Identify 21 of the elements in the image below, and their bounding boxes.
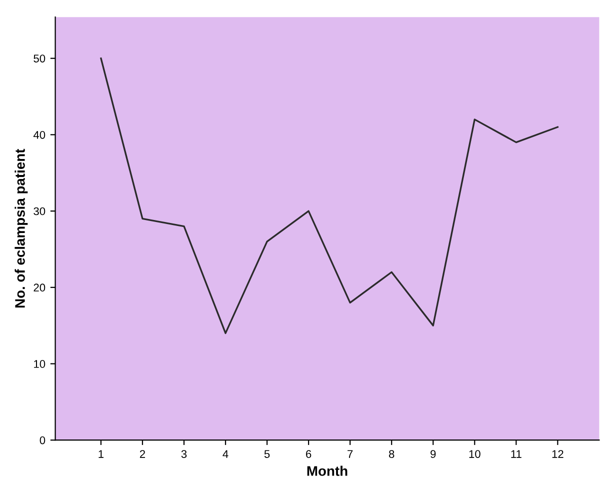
x-tick-label: 4 — [222, 450, 228, 458]
x-tick-label: 8 — [388, 450, 394, 458]
y-tick-label: 20 — [34, 284, 46, 292]
y-axis-title: No. of eclampsia patient — [14, 148, 28, 308]
y-tick-label: 10 — [34, 360, 46, 368]
line-series — [100, 58, 559, 334]
y-tick-label: 50 — [34, 54, 46, 62]
x-tick-label: 3 — [181, 450, 187, 458]
x-tick-label: 1 — [98, 450, 104, 458]
x-tick-label: 9 — [430, 450, 436, 458]
y-tick-label: 30 — [34, 207, 46, 216]
x-tick-label: 2 — [140, 450, 146, 458]
y-tick-label: 0 — [40, 436, 46, 444]
x-tick-label: 11 — [511, 450, 522, 458]
x-tick-label: 6 — [306, 450, 312, 458]
x-tick-label: 12 — [552, 450, 564, 458]
x-tick-label: 5 — [264, 450, 270, 458]
x-tick-label: 10 — [469, 450, 480, 458]
x-axis-title: Month — [307, 466, 348, 476]
y-tick-label: 40 — [33, 130, 46, 139]
x-tick-label: 7 — [348, 450, 353, 458]
